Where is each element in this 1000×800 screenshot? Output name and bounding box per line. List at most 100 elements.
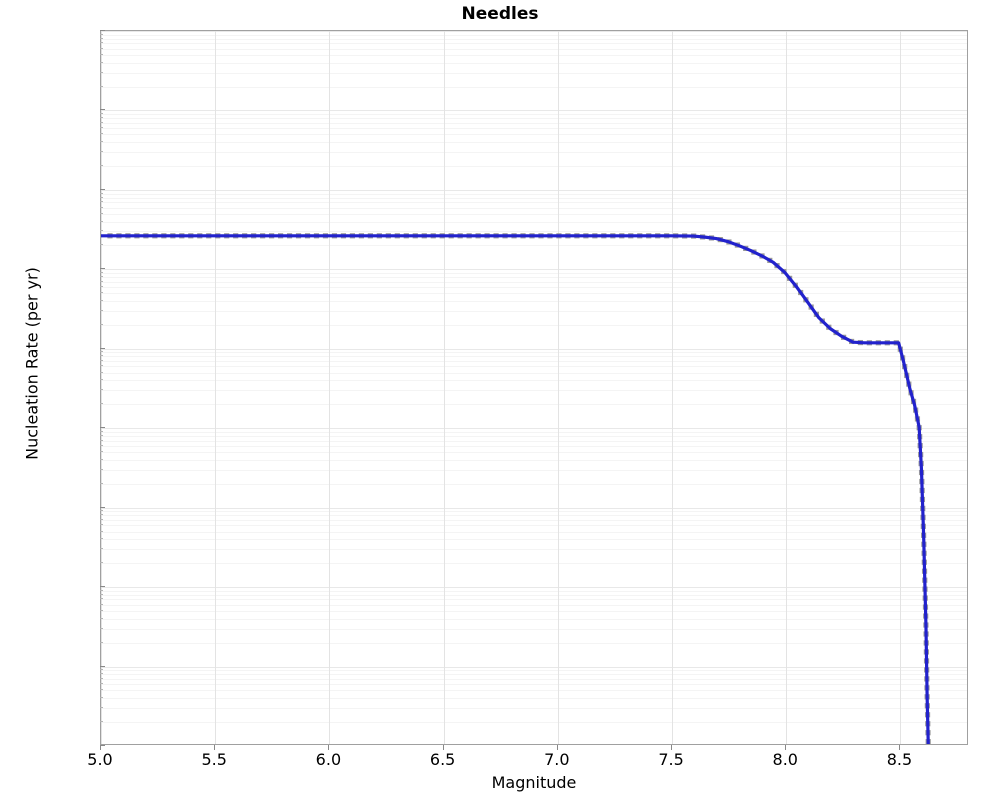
gridline-major-y xyxy=(101,269,967,270)
y-tick-mark xyxy=(100,109,105,110)
gridline-major-x xyxy=(900,31,901,744)
gridline-minor-y xyxy=(101,605,967,606)
chart-title: Needles xyxy=(461,4,539,24)
gridline-minor-y xyxy=(101,441,967,442)
y-tick-mark-minor xyxy=(100,151,103,152)
y-tick-mark-minor xyxy=(100,286,103,287)
y-tick-mark-minor xyxy=(100,673,103,674)
y-tick-mark xyxy=(100,745,105,746)
gridline-minor-y xyxy=(101,49,967,50)
gridline-minor-y xyxy=(101,214,967,215)
y-tick-mark-minor xyxy=(100,483,103,484)
x-tick-mark xyxy=(214,745,215,750)
y-tick-mark-minor xyxy=(100,201,103,202)
y-tick-mark xyxy=(100,507,105,508)
gridline-minor-y xyxy=(101,63,967,64)
gridline-minor-y xyxy=(101,595,967,596)
y-tick-mark xyxy=(100,586,105,587)
x-tick-mark xyxy=(100,745,101,750)
gridline-major-y xyxy=(101,587,967,588)
gridline-minor-y xyxy=(101,273,967,274)
x-tick-label: 8.5 xyxy=(886,750,913,769)
y-axis-label: Nucleation Rate (per yr) xyxy=(22,267,42,460)
gridline-major-x xyxy=(329,31,330,744)
gridline-minor-y xyxy=(101,549,967,550)
x-tick-label: 7.5 xyxy=(658,750,684,769)
y-tick-mark-minor xyxy=(100,117,103,118)
y-tick-mark-minor xyxy=(100,451,103,452)
gridline-minor-y xyxy=(101,373,967,374)
gridline-major-y xyxy=(101,667,967,668)
y-tick-mark-minor xyxy=(100,113,103,114)
y-tick-mark xyxy=(100,427,105,428)
y-tick-mark-minor xyxy=(100,48,103,49)
y-tick-mark-minor xyxy=(100,122,103,123)
gridline-minor-y xyxy=(101,684,967,685)
gridline-minor-y xyxy=(101,404,967,405)
gridline-minor-y xyxy=(101,470,967,471)
gridline-minor-y xyxy=(101,118,967,119)
y-tick-mark-minor xyxy=(100,604,103,605)
gridline-minor-y xyxy=(101,629,967,630)
gridline-minor-y xyxy=(101,114,967,115)
y-tick-mark-minor xyxy=(100,165,103,166)
y-tick-mark-minor xyxy=(100,351,103,352)
gridline-major-y xyxy=(101,190,967,191)
y-tick-mark-minor xyxy=(100,34,103,35)
y-tick-mark-minor xyxy=(100,678,103,679)
gridline-minor-y xyxy=(101,282,967,283)
y-tick-mark-minor xyxy=(100,642,103,643)
y-tick-mark-minor xyxy=(100,324,103,325)
gridline-minor-y xyxy=(101,690,967,691)
y-tick-mark-minor xyxy=(100,707,103,708)
gridline-minor-y xyxy=(101,591,967,592)
gridline-minor-y xyxy=(101,539,967,540)
y-tick-mark-minor xyxy=(100,365,103,366)
y-tick-mark-minor xyxy=(100,355,103,356)
gridline-minor-y xyxy=(101,245,967,246)
gridline-minor-y xyxy=(101,287,967,288)
gridline-minor-y xyxy=(101,698,967,699)
y-tick-mark-minor xyxy=(100,697,103,698)
y-tick-mark-minor xyxy=(100,300,103,301)
y-tick-mark-minor xyxy=(100,721,103,722)
y-tick-mark-minor xyxy=(100,62,103,63)
x-tick-label: 7.0 xyxy=(544,750,570,769)
gridline-minor-y xyxy=(101,352,967,353)
gridline-minor-y xyxy=(101,293,967,294)
y-tick-mark xyxy=(100,348,105,349)
gridline-minor-y xyxy=(101,35,967,36)
gridline-major-x xyxy=(215,31,216,744)
x-tick-mark xyxy=(785,745,786,750)
gridline-minor-y xyxy=(101,311,967,312)
gridline-minor-y xyxy=(101,87,967,88)
y-tick-mark-minor xyxy=(100,372,103,373)
x-tick-label: 6.0 xyxy=(315,750,342,769)
y-tick-mark-minor xyxy=(100,272,103,273)
gridline-minor-y xyxy=(101,208,967,209)
gridline-minor-y xyxy=(101,599,967,600)
y-tick-mark-minor xyxy=(100,628,103,629)
gridline-minor-y xyxy=(101,152,967,153)
gridline-minor-y xyxy=(101,708,967,709)
y-tick-mark-minor xyxy=(100,38,103,39)
gridline-minor-y xyxy=(101,356,967,357)
gridline-major-y xyxy=(101,110,967,111)
y-tick-mark-minor xyxy=(100,244,103,245)
y-tick-mark-minor xyxy=(100,445,103,446)
y-tick-mark-minor xyxy=(100,72,103,73)
x-tick-mark xyxy=(671,745,672,750)
gridline-major-y xyxy=(101,349,967,350)
gridline-minor-y xyxy=(101,643,967,644)
y-tick-mark-minor xyxy=(100,519,103,520)
gridline-minor-y xyxy=(101,198,967,199)
x-tick-label: 6.5 xyxy=(429,750,456,769)
gridline-minor-y xyxy=(101,73,967,74)
y-tick-mark-minor xyxy=(100,389,103,390)
gridline-minor-y xyxy=(101,484,967,485)
x-tick-mark xyxy=(443,745,444,750)
gridline-minor-y xyxy=(101,301,967,302)
y-tick-mark-minor xyxy=(100,683,103,684)
gridline-minor-y xyxy=(101,380,967,381)
